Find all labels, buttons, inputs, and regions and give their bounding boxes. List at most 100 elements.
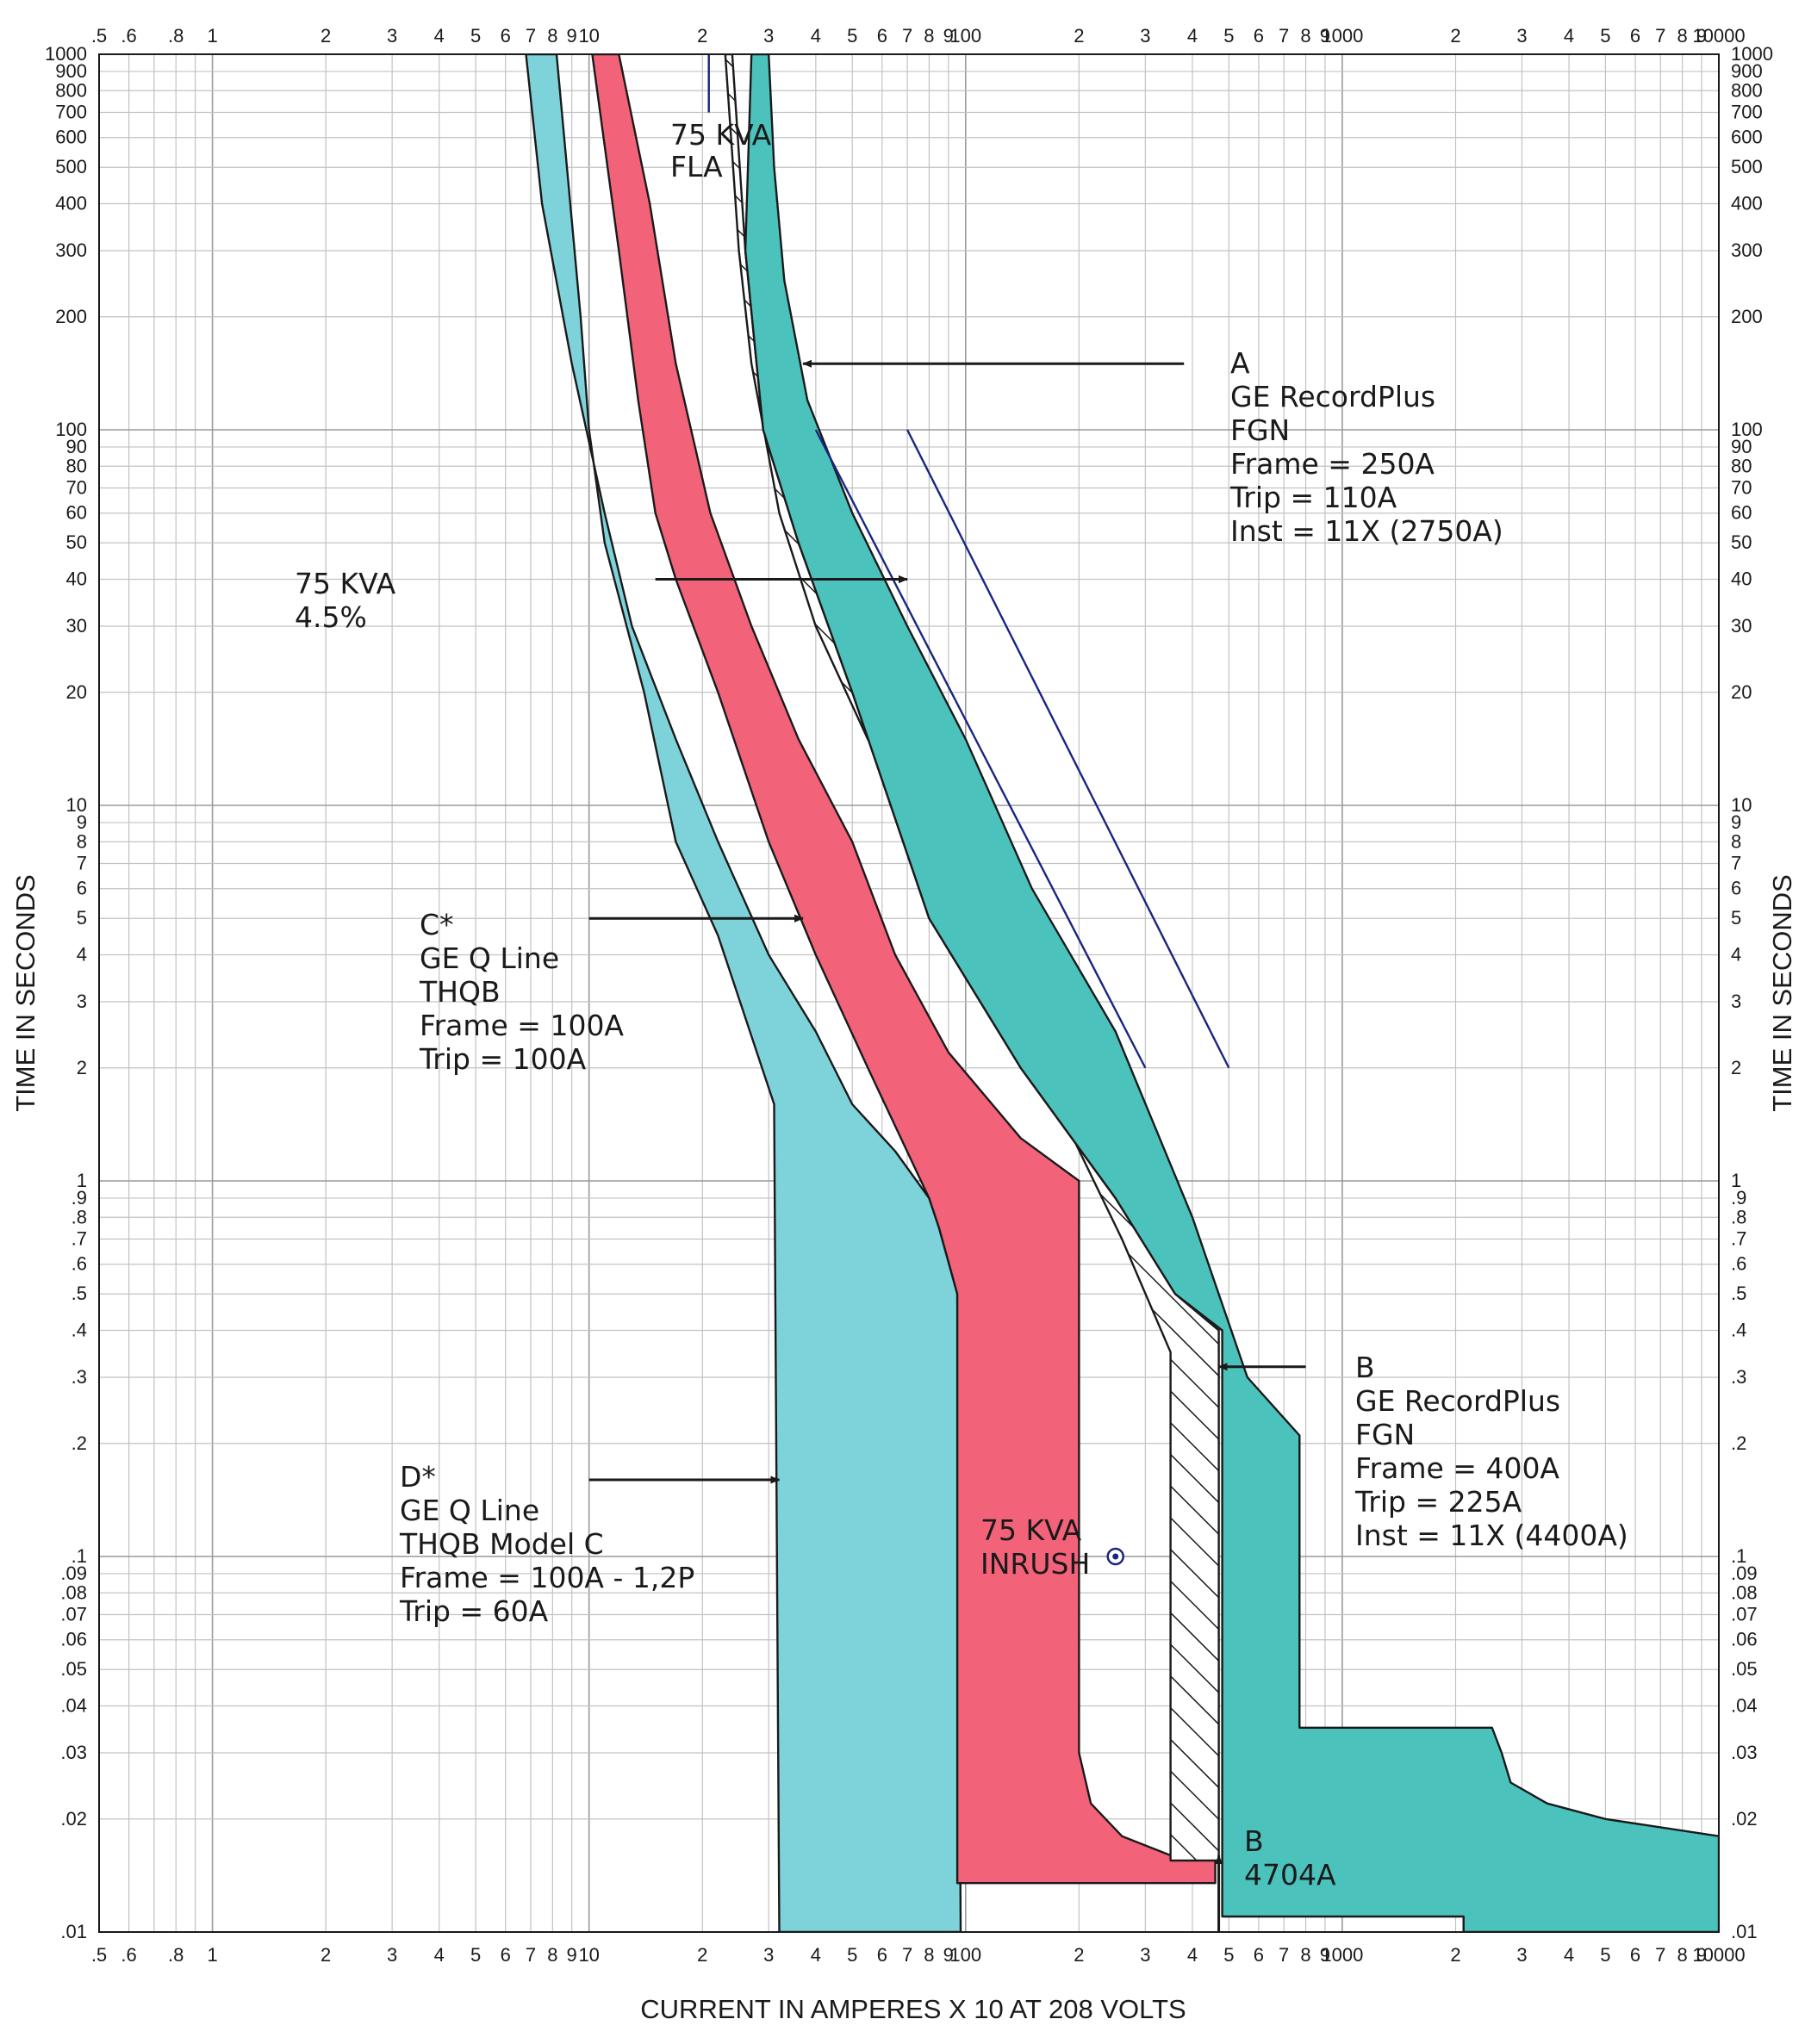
y-tick-label-right: 5 [1731,907,1741,929]
y-tick-label-left: 700 [55,102,87,123]
y-tick-label-left: .5 [72,1283,87,1304]
y-tick-label-left: 80 [66,455,87,476]
curve-c-line-1: C* [420,908,454,941]
x-tick-label-top: 2 [321,25,331,47]
inrush-line-1: 75 KVA [980,1513,1082,1547]
curve-a-line-4: Frame = 250A [1230,447,1435,481]
x-tick-label-bottom: 6 [1630,1944,1640,1966]
x-tick-label-top: 9 [1696,25,1707,47]
y-tick-label-right: 60 [1731,502,1752,524]
y-tick-label-left: 4 [77,944,87,966]
x-tick-label-top: 100 [949,25,981,47]
x-tick-label-bottom: 4 [1187,1944,1198,1966]
x-tick-label-top: 1000 [1321,25,1363,47]
y-tick-label-left: .01 [60,1921,87,1942]
y-tick-label-right: 90 [1731,436,1752,457]
y-tick-label-right: .6 [1731,1253,1746,1275]
curve-c-line-5: Trip = 100A [419,1042,587,1076]
y-tick-label-left: .6 [72,1253,87,1275]
curve-b-instantaneous-annotation: B 4704A [1244,1824,1336,1892]
x-tick-label-bottom: 3 [1140,1944,1150,1966]
y-tick-label-right: .05 [1731,1658,1758,1680]
y-tick-label-right: 20 [1731,681,1752,703]
x-tick-label-bottom: 2 [321,1944,331,1966]
x-tick-label-bottom: 8 [924,1944,934,1966]
annotation-arrows [588,359,1306,1932]
x-tick-label-top: 2 [1074,25,1084,47]
y-tick-label-right: .2 [1731,1432,1746,1454]
y-tick-label-right: .06 [1731,1629,1758,1650]
inrush-annotation: 75 KVA INRUSH [980,1513,1090,1581]
curve-band-a [744,54,1719,1932]
y-tick-label-right: 3 [1731,991,1741,1012]
x-tick-label-bottom: 9 [943,1944,954,1966]
x-tick-label-bottom: 8 [1300,1944,1310,1966]
y-tick-label-right: 9 [1731,811,1741,833]
x-tick-label-bottom: 3 [763,1944,774,1966]
x-tick-label-top: 6 [1254,25,1264,47]
x-tick-label-bottom: 4 [1564,1944,1574,1966]
y-tick-label-left: 20 [66,681,87,703]
x-tick-label-top: 4 [811,25,821,47]
y-tick-label-left: 900 [55,60,87,82]
kva-impedance-annotation: 75 KVA 4.5% [295,567,396,634]
y-tick-label-left: .03 [60,1742,87,1763]
y-tick-label-right: 700 [1731,102,1763,123]
y-tick-label-left: 8 [77,830,87,852]
y-tick-label-left: 30 [66,615,87,637]
x-tick-label-bottom: .6 [121,1944,136,1966]
x-tick-label-bottom: 8 [547,1944,557,1966]
y-tick-label-right: 40 [1731,568,1752,590]
x-tick-label-bottom: 2 [1074,1944,1084,1966]
y-tick-label-left: 800 [55,79,87,101]
y-tick-label-right: 30 [1731,615,1752,637]
y-tick-label-left: .02 [60,1808,87,1830]
y-tick-label-left: .1 [72,1545,87,1567]
y-tick-label-left: 300 [55,239,87,261]
kva-damage-line-1 [814,429,1147,1069]
x-tick-label-top: 9 [1320,25,1330,47]
y-tick-label-right: .03 [1731,1742,1758,1763]
y-tick-label-left: .04 [60,1695,87,1717]
y-tick-label-right: 900 [1731,60,1763,82]
x-tick-label-bottom: 10 [578,1944,599,1966]
x-tick-label-bottom: 5 [847,1944,857,1966]
y-tick-label-right: .04 [1731,1695,1758,1717]
y-tick-label-right: 7 [1731,853,1741,874]
y-tick-label-right: .7 [1731,1228,1746,1250]
curve-a-line-3: FGN [1230,413,1290,447]
y-tick-label-right: .9 [1731,1187,1746,1208]
x-tick-label-bottom: 5 [1600,1944,1610,1966]
y-tick-label-left: 6 [77,878,87,899]
fla-line-2: FLA [670,150,723,183]
x-tick-label-bottom: 7 [902,1944,912,1966]
x-tick-label-top: 7 [1279,25,1289,47]
y-tick-label-left: .09 [60,1563,87,1584]
curve-b-line-5: Trip = 225A [1354,1485,1522,1519]
y-tick-label-right: 500 [1731,156,1763,177]
x-tick-label-top: .8 [168,25,184,47]
x-tick-label-top: 8 [924,25,934,47]
x-tick-label-bottom: 9 [1696,1944,1707,1966]
y-tick-label-left: 400 [55,193,87,214]
x-tick-label-bottom: 5 [1223,1944,1234,1966]
y-tick-label-right: 50 [1731,531,1752,553]
x-tick-label-bottom: 6 [877,1944,887,1966]
fla-annotation: 75 KVA FLA [670,118,772,183]
x-tick-label-bottom: 100 [949,1944,981,1966]
x-tick-label-top: 5 [1223,25,1234,47]
y-tick-label-left: .9 [72,1187,87,1208]
y-tick-label-left: .8 [72,1206,87,1227]
x-tick-label-top: 5 [470,25,481,47]
y-axis-title-left: TIME IN SECONDS [10,874,40,1112]
y-tick-label-right: 2 [1731,1057,1741,1078]
y-tick-label-left: 200 [55,306,87,327]
x-tick-label-bottom: 4 [434,1944,445,1966]
x-tick-label-top: 8 [1300,25,1310,47]
y-tick-label-left: .05 [60,1658,87,1680]
y-tick-label-left: 1 [77,1170,87,1191]
y-tick-label-right: 600 [1731,127,1763,148]
